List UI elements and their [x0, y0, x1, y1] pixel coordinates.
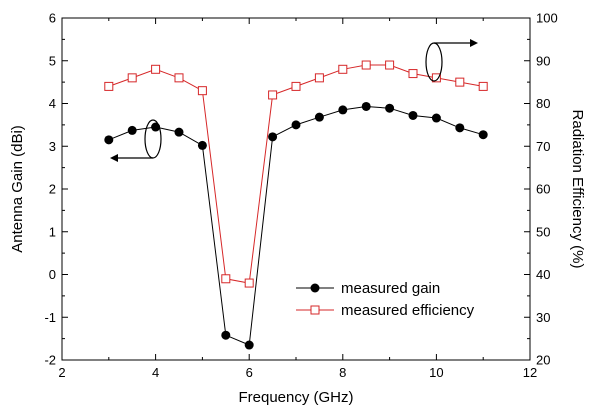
- annotation-layer: [110, 39, 478, 162]
- y-left-tick-label: 4: [49, 96, 56, 111]
- data-point-gain: [174, 127, 184, 137]
- y-left-tick-label: -2: [44, 353, 56, 368]
- legend-label-efficiency: measured efficiency: [341, 302, 475, 319]
- legend: measured gain measured efficiency: [296, 280, 475, 319]
- y-right-tick-label: 40: [536, 267, 550, 282]
- y-right-tick-label: 100: [536, 11, 558, 26]
- data-point-gain: [268, 132, 278, 142]
- series-line-efficiency: [108, 64, 484, 284]
- data-point-efficiency: [431, 73, 441, 83]
- y-left-tick-label: 0: [49, 267, 56, 282]
- legend-label-gain: measured gain: [341, 280, 440, 297]
- y-left-tick-label: 1: [49, 224, 56, 239]
- data-point-efficiency: [338, 64, 348, 74]
- data-point-efficiency: [361, 60, 371, 70]
- data-point-gain: [291, 120, 301, 130]
- y-right-tick-label: 30: [536, 310, 550, 325]
- data-point-gain: [338, 105, 348, 115]
- y-left-tick-label: 2: [49, 182, 56, 197]
- data-point-efficiency: [455, 77, 465, 87]
- data-point-efficiency: [314, 73, 324, 83]
- data-point-efficiency: [291, 81, 301, 91]
- data-point-gain: [221, 330, 231, 340]
- x-tick-label: 12: [523, 365, 537, 380]
- data-point-gain: [408, 110, 418, 120]
- data-point-gain: [431, 113, 441, 123]
- data-point-gain: [197, 140, 207, 150]
- legend-marker-efficiency: [310, 305, 320, 315]
- y-right-axis-title: Radiation Efficiency (%): [569, 110, 586, 269]
- data-point-gain: [127, 125, 137, 135]
- data-point-gain: [385, 103, 395, 113]
- data-point-gain: [361, 101, 371, 111]
- y-left-tick-label: 6: [49, 11, 56, 26]
- data-point-efficiency: [244, 278, 254, 288]
- data-point-efficiency: [478, 81, 488, 91]
- y-right-tick-label: 70: [536, 139, 550, 154]
- data-point-efficiency: [197, 86, 207, 96]
- data-point-efficiency: [408, 69, 418, 79]
- y-right-tick-label: 20: [536, 353, 550, 368]
- gain-axis-arrowhead: [110, 154, 118, 162]
- y-left-tick-label: -1: [44, 310, 56, 325]
- x-tick-label: 8: [339, 365, 346, 380]
- y-left-tick-label: 5: [49, 53, 56, 68]
- efficiency-axis-arrowhead: [470, 39, 478, 47]
- data-point-efficiency: [127, 73, 137, 83]
- data-point-efficiency: [268, 90, 278, 100]
- data-point-gain: [244, 340, 254, 350]
- data-point-efficiency: [104, 81, 114, 91]
- x-tick-label: 10: [429, 365, 443, 380]
- series-layer: [104, 60, 488, 350]
- x-tick-label: 4: [152, 365, 159, 380]
- y-right-tick-label: 90: [536, 53, 550, 68]
- data-point-gain: [314, 112, 324, 122]
- y-right-tick-label: 60: [536, 182, 550, 197]
- data-point-efficiency: [385, 60, 395, 70]
- data-point-gain: [478, 130, 488, 140]
- data-point-efficiency: [151, 64, 161, 74]
- data-point-efficiency: [221, 274, 231, 284]
- x-tick-label: 6: [246, 365, 253, 380]
- y-right-tick-label: 80: [536, 96, 550, 111]
- data-point-efficiency: [174, 73, 184, 83]
- y-left-axis-title: Antenna Gain (dBi): [9, 125, 26, 253]
- x-tick-label: 2: [58, 365, 65, 380]
- data-point-gain: [104, 135, 114, 145]
- y-left-tick-label: 3: [49, 139, 56, 154]
- data-point-gain: [455, 123, 465, 133]
- legend-entry-efficiency: measured efficiency: [296, 302, 475, 319]
- y-right-tick-label: 50: [536, 224, 550, 239]
- legend-marker-gain: [310, 283, 320, 293]
- x-axis-title: Frequency (GHz): [238, 389, 353, 406]
- legend-entry-gain: measured gain: [296, 280, 440, 297]
